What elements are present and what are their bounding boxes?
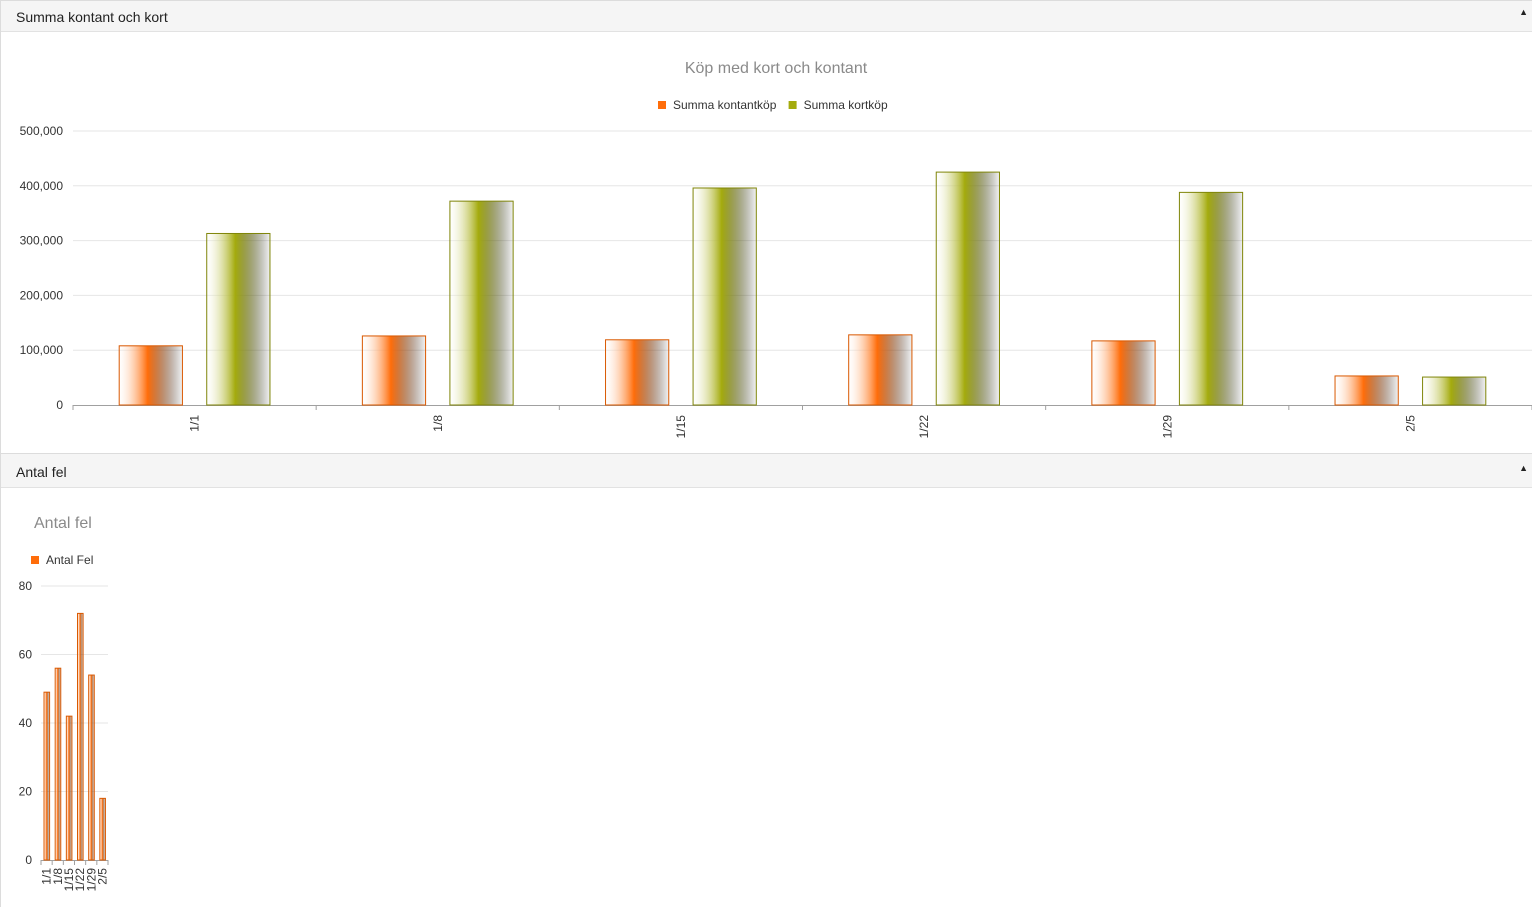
y-tick-label: 100,000 xyxy=(20,343,64,357)
y-tick-label: 300,000 xyxy=(20,234,64,248)
bar xyxy=(935,171,1000,406)
bar xyxy=(206,232,271,406)
bar xyxy=(692,187,757,406)
legend-swatch xyxy=(658,101,666,109)
x-tick-label: 1/29 xyxy=(1160,415,1174,439)
x-tick-label: 1/22 xyxy=(917,415,931,439)
triangle-up-icon[interactable]: ▲ xyxy=(1519,463,1528,473)
panel-summa: Summa kontant och kort ▲ Köp med kort oc… xyxy=(0,0,1532,453)
y-tick-label: 0 xyxy=(25,853,32,867)
panel-title-summa: Summa kontant och kort xyxy=(16,9,168,25)
legend-label: Antal Fel xyxy=(46,553,93,567)
x-tick-label: 1/8 xyxy=(51,868,65,885)
x-tick-label: 1/1 xyxy=(40,868,54,885)
bar xyxy=(43,691,51,861)
bar xyxy=(99,797,106,861)
y-tick-label: 20 xyxy=(19,785,33,799)
legend-label: Summa kortköp xyxy=(804,98,888,112)
y-tick-label: 0 xyxy=(56,398,63,412)
bar xyxy=(77,612,84,861)
y-tick-label: 400,000 xyxy=(20,179,64,193)
panel-header-antal-fel[interactable]: Antal fel ▲ xyxy=(1,453,1532,488)
chart-kop-kort-kontant: Köp med kort och kontant Summa kontantköp… xyxy=(20,60,1532,439)
bar xyxy=(1091,340,1156,406)
bar xyxy=(361,335,427,406)
bar xyxy=(65,715,73,861)
legend-swatch xyxy=(788,101,797,109)
triangle-up-icon[interactable]: ▲ xyxy=(1519,7,1528,17)
bar xyxy=(118,345,183,406)
panel-header-summa[interactable]: Summa kontant och kort ▲ xyxy=(1,0,1532,32)
chart-title: Antal fel xyxy=(34,515,92,532)
y-tick-label: 500,000 xyxy=(20,124,64,138)
bar xyxy=(54,667,62,861)
x-tick-label: 1/1 xyxy=(188,415,202,432)
x-tick-label: 1/22 xyxy=(73,868,87,892)
y-tick-label: 200,000 xyxy=(20,288,64,302)
bar xyxy=(848,334,913,406)
x-tick-label: 1/15 xyxy=(62,868,76,892)
x-tick-label: 2/5 xyxy=(1403,415,1417,432)
bar xyxy=(88,674,95,861)
panel-title-antal-fel: Antal fel xyxy=(16,464,67,480)
bar xyxy=(1334,375,1399,406)
bar xyxy=(449,200,514,406)
bar xyxy=(1178,191,1244,406)
y-tick-label: 40 xyxy=(19,716,33,730)
bar xyxy=(1422,376,1487,406)
legend-swatch xyxy=(31,556,39,564)
y-tick-label: 80 xyxy=(19,579,33,593)
x-tick-label: 1/8 xyxy=(431,415,445,432)
panel-antal-fel: Antal fel ▲ Antal fel Antal Fel 0 20 40 60 80 1… xyxy=(0,453,1532,907)
bar xyxy=(605,339,670,406)
y-tick-label: 60 xyxy=(19,648,33,662)
x-tick-label: 1/15 xyxy=(674,415,688,439)
legend-label: Summa kontantköp xyxy=(673,98,777,112)
chart-title: Köp med kort och kontant xyxy=(685,60,868,77)
x-tick-label: 2/5 xyxy=(95,868,109,885)
x-tick-label: 1/29 xyxy=(84,868,98,892)
